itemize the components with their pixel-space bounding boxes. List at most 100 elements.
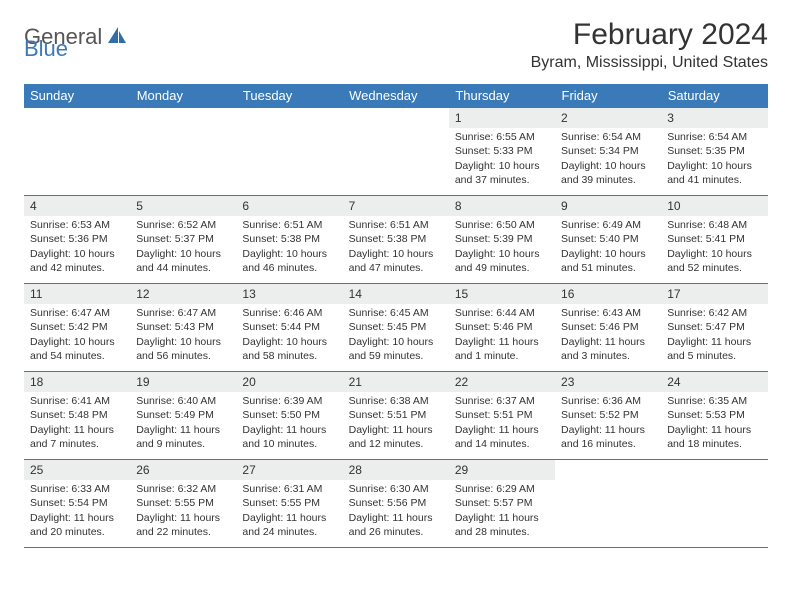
day-details: Sunrise: 6:54 AMSunset: 5:34 PMDaylight:… (555, 128, 661, 191)
calendar-day: 16Sunrise: 6:43 AMSunset: 5:46 PMDayligh… (555, 284, 661, 372)
day-number: 23 (555, 372, 661, 392)
calendar-day: 22Sunrise: 6:37 AMSunset: 5:51 PMDayligh… (449, 372, 555, 460)
sunset-text: Sunset: 5:50 PM (242, 408, 336, 422)
header: General Blue February 2024 Byram, Missis… (24, 18, 768, 72)
daylight-text: Daylight: 11 hours (667, 335, 761, 349)
day-header-row: Sunday Monday Tuesday Wednesday Thursday… (24, 84, 768, 108)
sunrise-text: Sunrise: 6:47 AM (136, 306, 230, 320)
day-number: 3 (661, 108, 767, 128)
sunrise-text: Sunrise: 6:36 AM (561, 394, 655, 408)
daylight-text: and 39 minutes. (561, 173, 655, 187)
day-details: Sunrise: 6:36 AMSunset: 5:52 PMDaylight:… (555, 392, 661, 455)
calendar-day: 29Sunrise: 6:29 AMSunset: 5:57 PMDayligh… (449, 460, 555, 548)
sunrise-text: Sunrise: 6:31 AM (242, 482, 336, 496)
sunset-text: Sunset: 5:35 PM (667, 144, 761, 158)
daylight-text: and 46 minutes. (242, 261, 336, 275)
daylight-text: and 18 minutes. (667, 437, 761, 451)
daylight-text: and 51 minutes. (561, 261, 655, 275)
sunset-text: Sunset: 5:55 PM (242, 496, 336, 510)
daylight-text: Daylight: 10 hours (136, 247, 230, 261)
sunrise-text: Sunrise: 6:40 AM (136, 394, 230, 408)
calendar-day: 24Sunrise: 6:35 AMSunset: 5:53 PMDayligh… (661, 372, 767, 460)
day-details: Sunrise: 6:46 AMSunset: 5:44 PMDaylight:… (236, 304, 342, 367)
day-details: Sunrise: 6:40 AMSunset: 5:49 PMDaylight:… (130, 392, 236, 455)
calendar-day: 27Sunrise: 6:31 AMSunset: 5:55 PMDayligh… (236, 460, 342, 548)
day-details: Sunrise: 6:43 AMSunset: 5:46 PMDaylight:… (555, 304, 661, 367)
day-header: Sunday (24, 84, 130, 108)
day-details: Sunrise: 6:51 AMSunset: 5:38 PMDaylight:… (236, 216, 342, 279)
day-number: 12 (130, 284, 236, 304)
daylight-text: Daylight: 10 hours (242, 335, 336, 349)
calendar-day (236, 108, 342, 196)
daylight-text: and 22 minutes. (136, 525, 230, 539)
calendar-week: 25Sunrise: 6:33 AMSunset: 5:54 PMDayligh… (24, 460, 768, 548)
day-header: Wednesday (343, 84, 449, 108)
day-header: Thursday (449, 84, 555, 108)
calendar-day: 11Sunrise: 6:47 AMSunset: 5:42 PMDayligh… (24, 284, 130, 372)
day-number: 13 (236, 284, 342, 304)
daylight-text: and 58 minutes. (242, 349, 336, 363)
calendar-day: 2Sunrise: 6:54 AMSunset: 5:34 PMDaylight… (555, 108, 661, 196)
day-details: Sunrise: 6:42 AMSunset: 5:47 PMDaylight:… (661, 304, 767, 367)
daylight-text: Daylight: 10 hours (455, 247, 549, 261)
day-number: 18 (24, 372, 130, 392)
calendar-day: 28Sunrise: 6:30 AMSunset: 5:56 PMDayligh… (343, 460, 449, 548)
sunset-text: Sunset: 5:55 PM (136, 496, 230, 510)
daylight-text: and 20 minutes. (30, 525, 124, 539)
calendar-day: 10Sunrise: 6:48 AMSunset: 5:41 PMDayligh… (661, 196, 767, 284)
daylight-text: and 14 minutes. (455, 437, 549, 451)
daylight-text: Daylight: 11 hours (455, 511, 549, 525)
brand-blue: Blue (24, 36, 68, 62)
calendar-day: 7Sunrise: 6:51 AMSunset: 5:38 PMDaylight… (343, 196, 449, 284)
sunset-text: Sunset: 5:37 PM (136, 232, 230, 246)
calendar-day: 6Sunrise: 6:51 AMSunset: 5:38 PMDaylight… (236, 196, 342, 284)
sunset-text: Sunset: 5:41 PM (667, 232, 761, 246)
sunset-text: Sunset: 5:51 PM (455, 408, 549, 422)
sunrise-text: Sunrise: 6:47 AM (30, 306, 124, 320)
sunset-text: Sunset: 5:38 PM (242, 232, 336, 246)
day-number: 19 (130, 372, 236, 392)
calendar-day (555, 460, 661, 548)
daylight-text: Daylight: 10 hours (667, 247, 761, 261)
sunset-text: Sunset: 5:36 PM (30, 232, 124, 246)
day-details: Sunrise: 6:31 AMSunset: 5:55 PMDaylight:… (236, 480, 342, 543)
brand-logo: General Blue (24, 18, 128, 50)
daylight-text: and 52 minutes. (667, 261, 761, 275)
daylight-text: Daylight: 11 hours (349, 423, 443, 437)
day-details: Sunrise: 6:41 AMSunset: 5:48 PMDaylight:… (24, 392, 130, 455)
day-number: 7 (343, 196, 449, 216)
daylight-text: and 41 minutes. (667, 173, 761, 187)
sunrise-text: Sunrise: 6:53 AM (30, 218, 124, 232)
day-number: 17 (661, 284, 767, 304)
day-details: Sunrise: 6:54 AMSunset: 5:35 PMDaylight:… (661, 128, 767, 191)
daylight-text: and 26 minutes. (349, 525, 443, 539)
daylight-text: and 5 minutes. (667, 349, 761, 363)
sunrise-text: Sunrise: 6:35 AM (667, 394, 761, 408)
day-details: Sunrise: 6:47 AMSunset: 5:42 PMDaylight:… (24, 304, 130, 367)
daylight-text: and 16 minutes. (561, 437, 655, 451)
day-number: 25 (24, 460, 130, 480)
day-number: 28 (343, 460, 449, 480)
day-details: Sunrise: 6:44 AMSunset: 5:46 PMDaylight:… (449, 304, 555, 367)
sunrise-text: Sunrise: 6:51 AM (349, 218, 443, 232)
daylight-text: and 47 minutes. (349, 261, 443, 275)
day-details: Sunrise: 6:51 AMSunset: 5:38 PMDaylight:… (343, 216, 449, 279)
sunset-text: Sunset: 5:49 PM (136, 408, 230, 422)
calendar-day: 25Sunrise: 6:33 AMSunset: 5:54 PMDayligh… (24, 460, 130, 548)
calendar-day: 21Sunrise: 6:38 AMSunset: 5:51 PMDayligh… (343, 372, 449, 460)
day-details: Sunrise: 6:38 AMSunset: 5:51 PMDaylight:… (343, 392, 449, 455)
sunrise-text: Sunrise: 6:55 AM (455, 130, 549, 144)
calendar-day: 15Sunrise: 6:44 AMSunset: 5:46 PMDayligh… (449, 284, 555, 372)
daylight-text: and 56 minutes. (136, 349, 230, 363)
sunrise-text: Sunrise: 6:39 AM (242, 394, 336, 408)
calendar-table: Sunday Monday Tuesday Wednesday Thursday… (24, 84, 768, 548)
daylight-text: Daylight: 10 hours (455, 159, 549, 173)
day-number: 6 (236, 196, 342, 216)
daylight-text: and 1 minute. (455, 349, 549, 363)
daylight-text: Daylight: 10 hours (136, 335, 230, 349)
daylight-text: Daylight: 10 hours (561, 247, 655, 261)
sunset-text: Sunset: 5:47 PM (667, 320, 761, 334)
calendar-day: 4Sunrise: 6:53 AMSunset: 5:36 PMDaylight… (24, 196, 130, 284)
daylight-text: Daylight: 10 hours (30, 247, 124, 261)
sunset-text: Sunset: 5:54 PM (30, 496, 124, 510)
